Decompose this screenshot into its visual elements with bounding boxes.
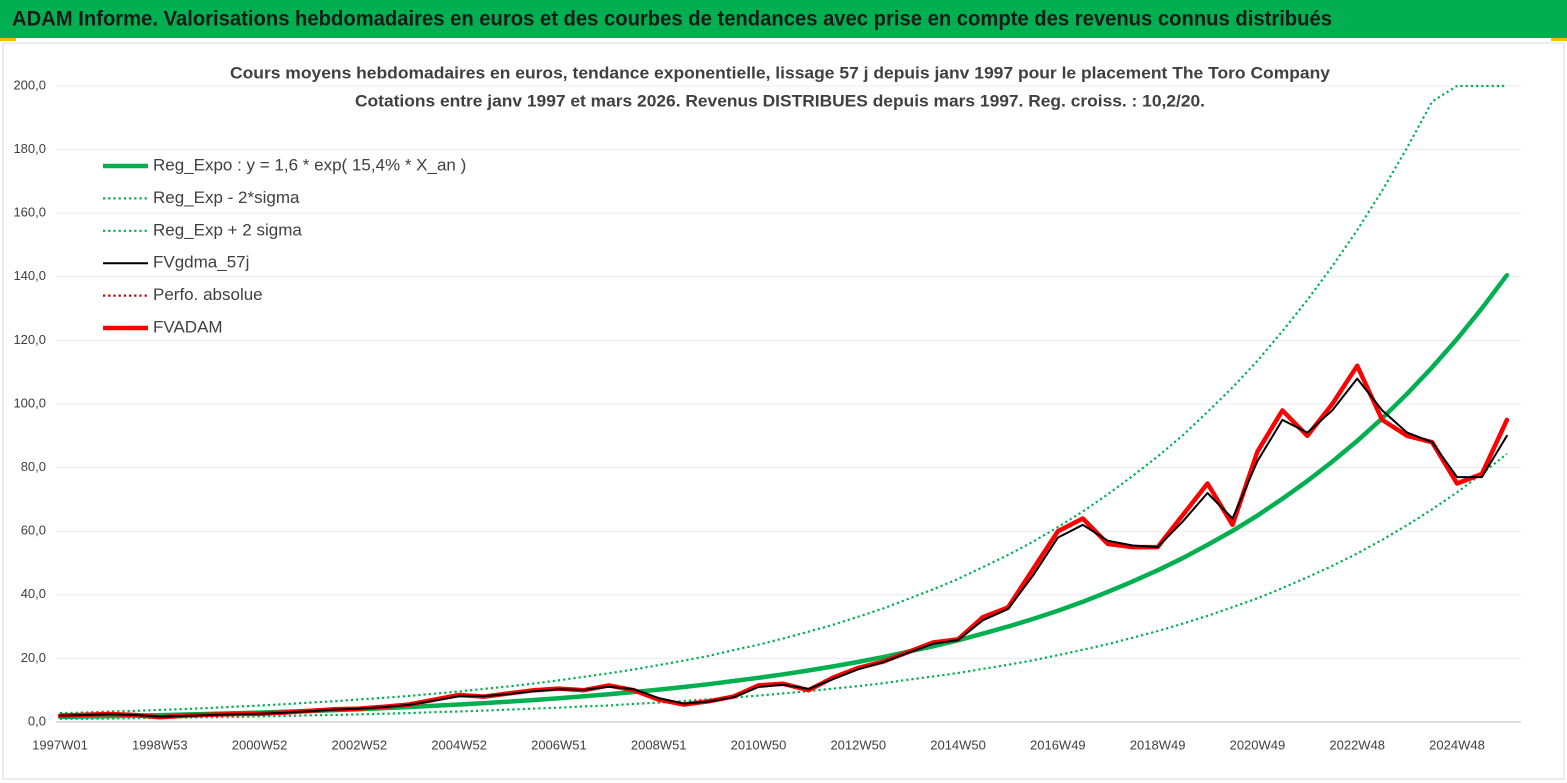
- y-tick-label: 140,0: [13, 268, 46, 283]
- legend-label: Reg_Expo : y = 1,6 * exp( 15,4% * X_an ): [153, 155, 466, 174]
- y-tick-label: 120,0: [13, 332, 46, 347]
- x-tick-label: 2008W51: [631, 737, 687, 752]
- chart-subtitle: Cotations entre janv 1997 et mars 2026. …: [355, 91, 1205, 110]
- header-accent: [0, 38, 16, 41]
- series-line: [60, 453, 1508, 720]
- header-band: [0, 0, 1567, 38]
- y-tick-label: 80,0: [21, 459, 46, 474]
- legend-label: FVgdma_57j: [153, 253, 249, 272]
- y-tick-label: 100,0: [13, 395, 46, 410]
- x-tick-label: 2022W48: [1329, 737, 1385, 752]
- x-tick-label: 2020W49: [1230, 737, 1286, 752]
- series-line: [57, 363, 1510, 720]
- x-tick-label: 2012W50: [830, 737, 886, 752]
- series-line: [59, 377, 1508, 718]
- x-tick-label: 2018W49: [1130, 737, 1186, 752]
- x-tick-label: 2010W50: [731, 737, 787, 752]
- y-tick-label: 40,0: [21, 586, 46, 601]
- y-tick-label: 0,0: [28, 713, 46, 728]
- y-tick-label: 20,0: [21, 650, 46, 665]
- x-tick-label: 2002W52: [332, 737, 388, 752]
- x-tick-label: 2014W50: [930, 737, 986, 752]
- header-accent: [1551, 38, 1567, 41]
- legend-label: Reg_Exp + 2 sigma: [153, 220, 302, 239]
- grid: 0,0 20,0 40,0 60,0 80,0 100,0 120,0 140,0 160,0 1…: [13, 77, 1521, 752]
- x-tick-label: 1997W01: [32, 737, 88, 752]
- y-tick-label: 160,0: [13, 205, 46, 220]
- x-tick-label: 2024W48: [1429, 737, 1485, 752]
- y-tick-label: 180,0: [13, 141, 46, 156]
- y-tick-label: 60,0: [21, 523, 46, 538]
- legend-label: Perfo. absolue: [153, 285, 263, 304]
- legend-label: Reg_Exp - 2*sigma: [153, 188, 300, 207]
- legend-label: FVADAM: [153, 317, 223, 336]
- series-line: [57, 272, 1510, 720]
- x-tick-label: 2006W51: [531, 737, 587, 752]
- chart-title: Cours moyens hebdomadaires en euros, ten…: [230, 63, 1331, 82]
- y-tick-label: 200,0: [13, 77, 46, 92]
- series-line: [59, 84, 1507, 715]
- legend: Reg_Expo : y = 1,6 * exp( 15,4% * X_an )…: [103, 155, 466, 336]
- x-tick-label: 1998W53: [132, 737, 188, 752]
- x-tick-label: 2016W49: [1030, 737, 1086, 752]
- x-tick-label: 2004W52: [431, 737, 487, 752]
- chart-frame: [2, 42, 1565, 780]
- x-tick-label: 2000W52: [232, 737, 288, 752]
- plot: [57, 84, 1510, 720]
- header-title: ADAM Informe. Valorisations hebdomadaire…: [12, 8, 1332, 31]
